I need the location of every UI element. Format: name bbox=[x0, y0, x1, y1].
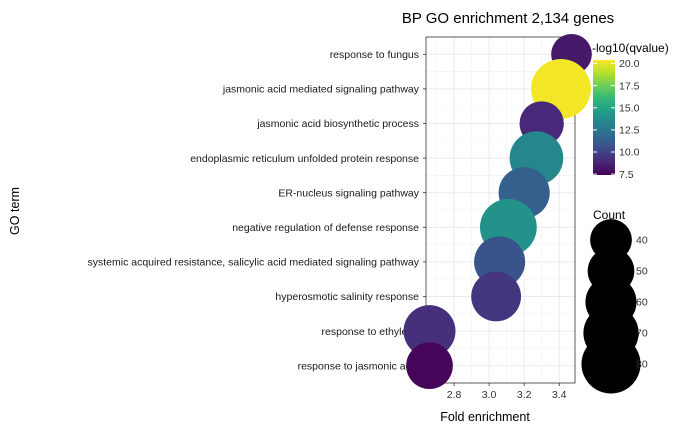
data-points bbox=[403, 33, 592, 390]
y-tick-label: negative regulation of defense response bbox=[232, 222, 419, 234]
color-bar-label: 15.0 bbox=[619, 102, 640, 114]
x-tick-label: 3.0 bbox=[482, 389, 497, 401]
y-axis-term-labels: response to fungus jasmonic acid mediated… bbox=[88, 49, 426, 372]
x-tick-label: 2.8 bbox=[447, 389, 462, 401]
y-tick-label: response to fungus bbox=[330, 49, 419, 61]
color-bar-ticks: 20.0 17.5 15.0 12.5 10.0 7.5 bbox=[593, 58, 640, 181]
size-legend-label: 40 bbox=[636, 235, 648, 247]
data-point bbox=[406, 342, 453, 390]
x-axis-title: Fold enrichment bbox=[440, 410, 530, 424]
color-bar bbox=[593, 60, 615, 175]
y-axis-title: GO term bbox=[8, 187, 22, 235]
color-bar-label: 17.5 bbox=[619, 80, 640, 92]
plot-panel-border bbox=[425, 36, 576, 384]
size-legend-label: 60 bbox=[636, 297, 648, 309]
color-bar-label: 12.5 bbox=[619, 125, 640, 137]
y-tick-label: response to ethylene bbox=[322, 326, 420, 338]
y-tick-label: endoplasmic reticulum unfolded protein r… bbox=[190, 153, 419, 165]
data-point bbox=[403, 305, 456, 358]
y-tick-label: response to jasmonic acid bbox=[298, 360, 420, 372]
data-point bbox=[471, 271, 522, 322]
x-tick-label: 3.4 bbox=[552, 389, 567, 401]
size-legend: Count 40 50 60 70 80 bbox=[581, 208, 648, 394]
y-tick-label: jasmonic acid biosynthetic process bbox=[256, 118, 419, 130]
color-bar-label: 10.0 bbox=[619, 147, 640, 159]
color-legend: -log10(qvalue) 20.0 17.5 15.0 12.5 10.0 7.5 bbox=[592, 41, 669, 181]
y-tick-label: hyperosmotic salinity response bbox=[275, 291, 419, 303]
y-tick-label: systemic acquired resistance, salicylic … bbox=[88, 257, 420, 269]
chart-title: BP GO enrichment 2,134 genes bbox=[402, 10, 614, 27]
size-legend-dot bbox=[581, 334, 641, 394]
color-bar-label: 7.5 bbox=[619, 169, 634, 181]
x-tick-label: 3.2 bbox=[517, 389, 532, 401]
y-tick-label: ER-nucleus signaling pathway bbox=[278, 187, 419, 199]
color-legend-title: -log10(qvalue) bbox=[592, 41, 669, 55]
size-legend-label: 80 bbox=[636, 359, 648, 371]
x-axis-ticks: 2.8 3.0 3.2 3.4 bbox=[447, 383, 567, 401]
size-legend-title: Count bbox=[593, 208, 626, 222]
color-bar-label: 20.0 bbox=[619, 58, 640, 70]
y-tick-label: jasmonic acid mediated signaling pathway bbox=[222, 84, 420, 96]
size-legend-label: 70 bbox=[636, 328, 648, 340]
size-legend-label: 50 bbox=[636, 266, 648, 278]
size-legend-items: 40 50 60 70 80 bbox=[581, 219, 648, 394]
